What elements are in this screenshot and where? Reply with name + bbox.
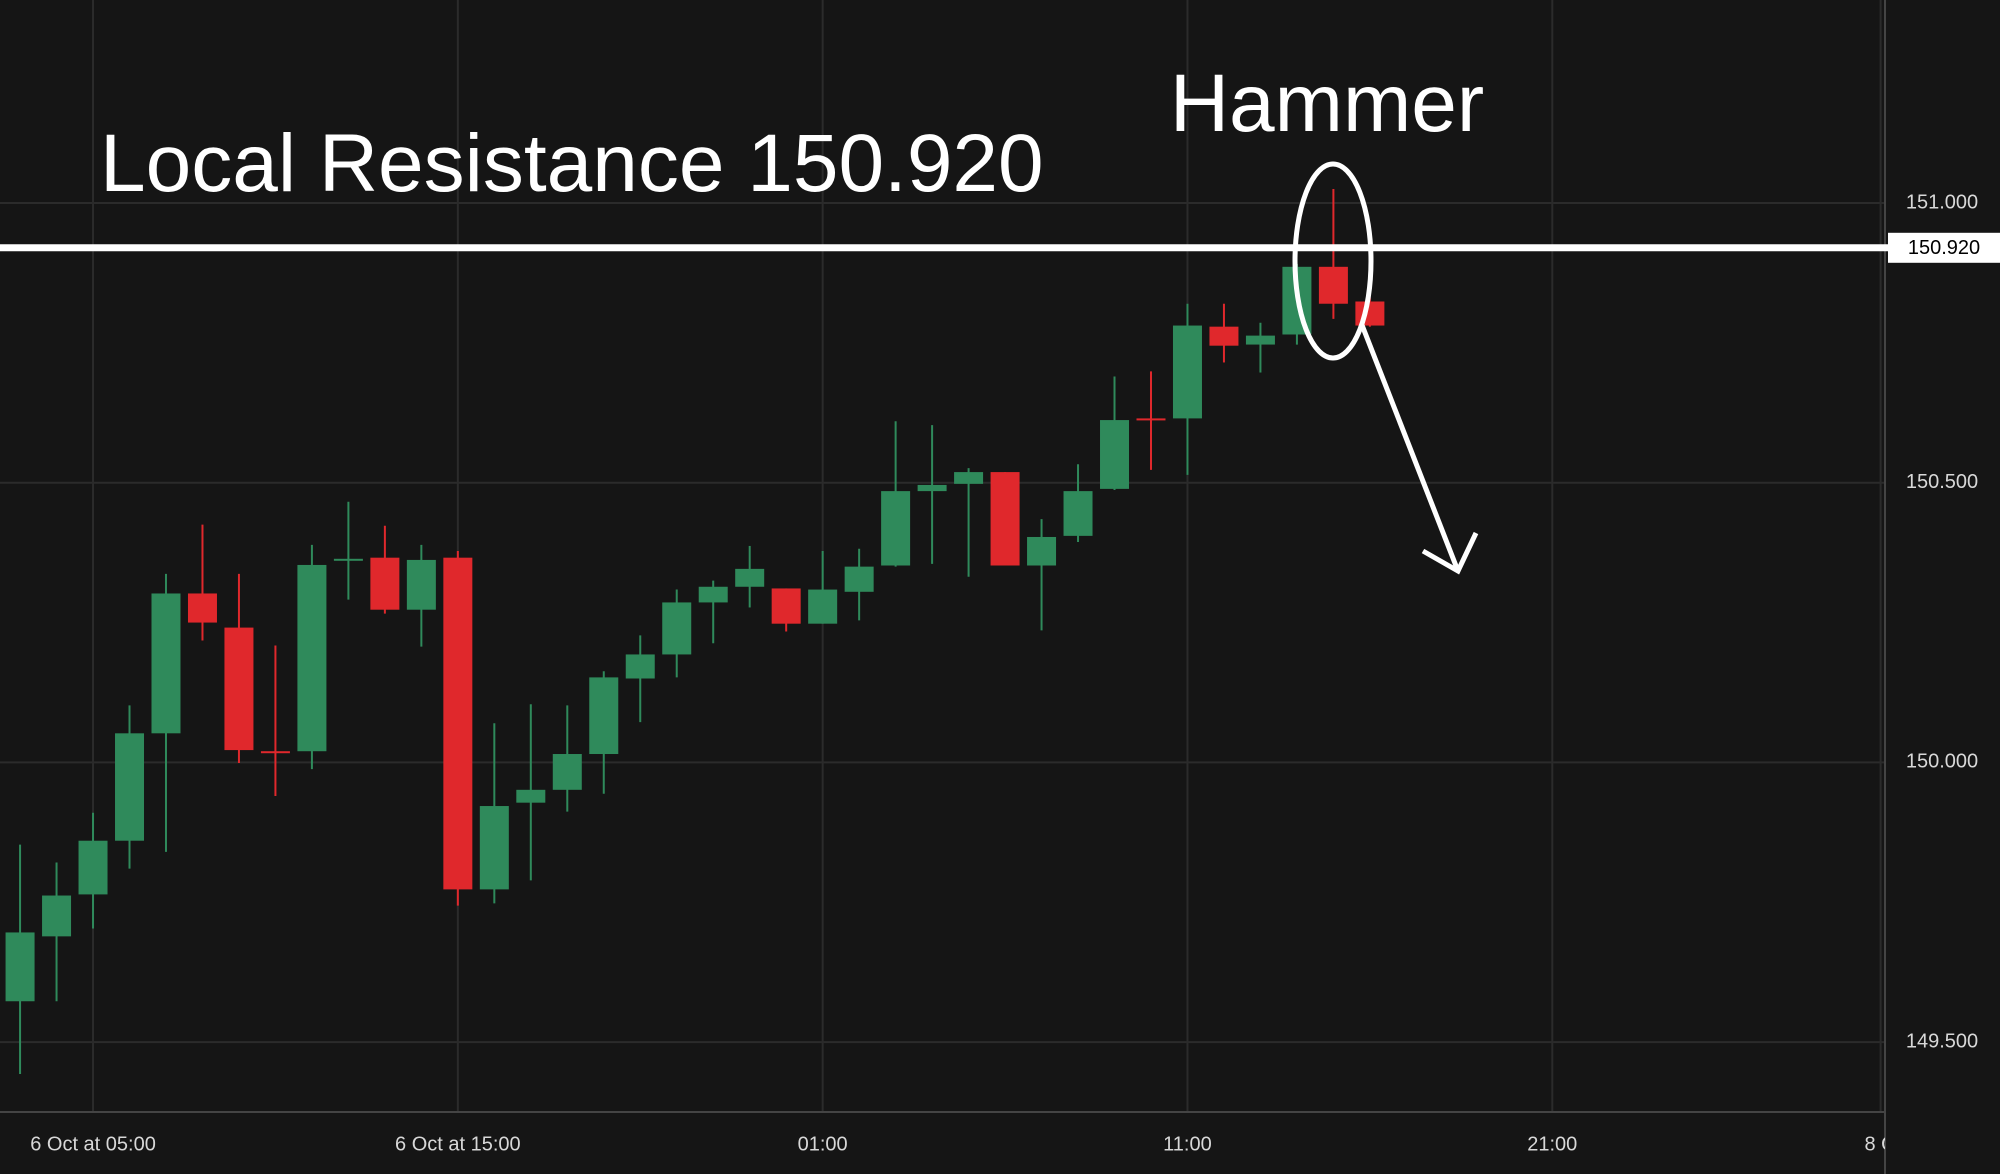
candle-body [5, 932, 35, 1002]
candles [5, 189, 1385, 1074]
candle-body [187, 593, 217, 623]
y-tick-label: 150.000 [1906, 751, 1978, 773]
candle-body [115, 733, 145, 841]
candle-body [881, 491, 911, 566]
x-tick-label: 01:00 [798, 1133, 848, 1155]
x-tick-labels: 6 Oct at 05:00 6 Oct at 15:00 01:00 11:00 21… [30, 1133, 1896, 1155]
candle-body [1136, 418, 1166, 421]
candle-body [443, 557, 473, 890]
candle-body [990, 472, 1020, 566]
candle-body [844, 566, 874, 592]
candle-body [78, 840, 108, 895]
arrow-head [1421, 531, 1479, 575]
candle-body [1355, 301, 1385, 326]
candle-body [1100, 420, 1130, 489]
candle-body [1063, 491, 1093, 536]
candle-body [151, 593, 181, 734]
highlight-ellipse [1292, 161, 1374, 361]
y-tick-label: 151.000 [1906, 191, 1978, 213]
candle-body [698, 586, 728, 603]
x-tick-label: 21:00 [1527, 1133, 1577, 1155]
annotation: Local Resistance 150.920 [100, 118, 1044, 209]
candle-body [479, 806, 509, 890]
candle-body [954, 472, 984, 484]
price-tag-label: 150.920 [1908, 237, 1980, 259]
candle-body [1027, 536, 1057, 566]
y-tick-label: 150.500 [1906, 471, 1978, 493]
candle-body [917, 484, 947, 492]
candle-body [1245, 335, 1275, 345]
candle-body [406, 559, 436, 610]
grid [0, 0, 1885, 1112]
candle-body [333, 558, 363, 561]
y-tick-label: 149.500 [1906, 1030, 1978, 1052]
x-tick-label: 11:00 [1163, 1133, 1212, 1155]
candle-body [297, 564, 327, 752]
x-tick-label: 8 O [1864, 1133, 1896, 1155]
candle-body [516, 789, 546, 803]
candle-body [662, 602, 692, 655]
candle-body [735, 568, 765, 587]
price-tag [1888, 232, 2000, 263]
candle-body [808, 589, 838, 624]
candle-body [625, 654, 655, 679]
x-tick-label: 6 Oct at 15:00 [395, 1133, 521, 1155]
annotation: Hammer [1170, 58, 1484, 149]
candle-body [771, 588, 801, 624]
candle-body [552, 754, 582, 790]
candle-body [260, 751, 290, 754]
arrow-shaft [1359, 324, 1461, 572]
candle-body [224, 627, 254, 751]
candle-body [1318, 266, 1348, 304]
candle-body [1209, 326, 1239, 346]
candle-body [1172, 325, 1202, 419]
candle-body [370, 557, 400, 610]
x-tick-label: 6 Oct at 05:00 [30, 1133, 156, 1155]
candle-body [42, 895, 72, 937]
candle-body [589, 677, 619, 755]
labels: 149.500 150.000 150.500 151.000 6 Oct at 05:… [30, 191, 1978, 1155]
